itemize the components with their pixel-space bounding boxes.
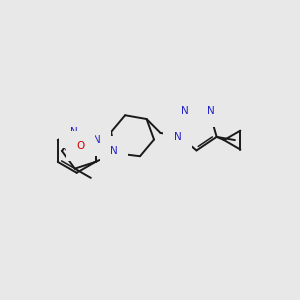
Text: N: N <box>70 128 78 137</box>
Text: O: O <box>76 141 85 151</box>
Text: N: N <box>110 146 118 156</box>
Text: N: N <box>93 135 101 145</box>
Text: N: N <box>181 106 188 116</box>
Text: N: N <box>174 132 182 142</box>
Text: N: N <box>207 106 215 116</box>
